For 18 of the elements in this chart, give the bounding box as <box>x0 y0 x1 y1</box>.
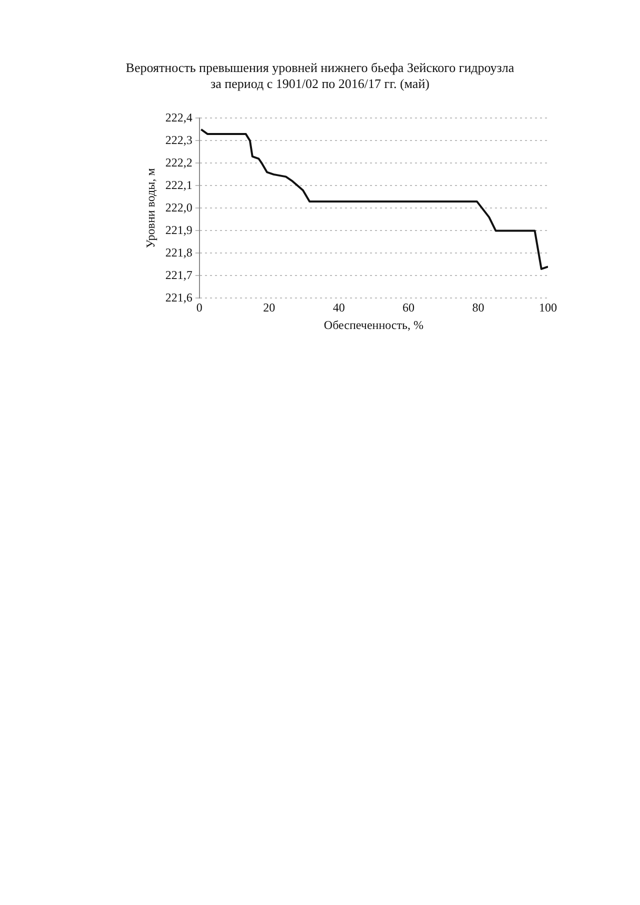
chart-title: Вероятность превышения уровней нижнего бьефа Зейского гидроузла за период с 1901/02 по 2016/17 гг. (май) <box>124 60 516 92</box>
y-tick-label: 221,8 <box>165 245 192 260</box>
y-tick-label: 221,7 <box>165 268 192 282</box>
y-tick-label: 222,0 <box>165 200 192 214</box>
x-axis-title: Обеспеченность, % <box>324 318 424 332</box>
y-tick-label: 221,9 <box>165 222 192 237</box>
x-tick-label: 0 <box>196 300 202 315</box>
y-tick-label: 222,2 <box>165 155 192 170</box>
y-tick-label: 222,1 <box>165 178 192 192</box>
x-tick-label: 80 <box>472 300 484 315</box>
y-tick-label: 222,4 <box>165 110 192 124</box>
y-tick-label: 221,6 <box>165 290 192 304</box>
y-tick-label: 222,3 <box>165 132 192 147</box>
x-tick-label: 100 <box>539 300 557 315</box>
x-tick-label: 20 <box>263 300 276 315</box>
x-tick-label: 40 <box>332 300 345 315</box>
x-tick-label: 60 <box>402 300 415 315</box>
y-axis-title: Уровни воды, м <box>143 168 158 248</box>
